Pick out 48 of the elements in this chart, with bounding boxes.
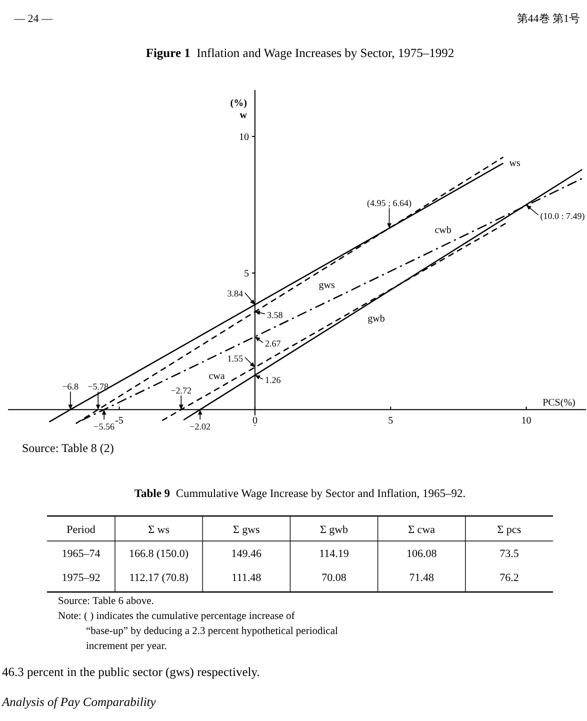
category-label: Σ gws — [232, 524, 260, 536]
annotation: −2.72 — [170, 386, 192, 396]
text: Analysis of Pay Comparability — [1, 695, 156, 709]
source-note: Source: Table 6 above. — [58, 596, 154, 607]
annotation: −6.8 — [62, 382, 80, 392]
text: 106.08 — [406, 548, 437, 560]
chart-title: Figure 1 Inflation and Wage Increases by Sector, 1975–1992 — [146, 46, 454, 60]
category-label: Period — [66, 524, 96, 536]
annotation: 1.26 — [264, 375, 282, 386]
series-label: gwb — [368, 313, 385, 324]
text: 114.19 — [319, 548, 349, 560]
category-label: Σ pcs — [497, 524, 522, 536]
text: 46.3 percent in the public sector (gws) respectively. — [2, 665, 260, 679]
category-label: 1965–74 — [62, 548, 100, 560]
series-label: cwa — [208, 370, 226, 382]
x-tick-label: 10 — [521, 416, 532, 427]
text: 第44巻 第1号 — [516, 13, 580, 25]
x-tick-label: 5 — [388, 416, 394, 427]
text: Table 9 Cummulative Wage Increase by Sector and Inflation, 1965–92. — [134, 488, 466, 500]
annotation: −5.56 — [94, 422, 115, 432]
category-label: Σ ws — [148, 524, 170, 536]
series-label: cwb — [434, 224, 452, 236]
text: 73.5 — [500, 548, 519, 560]
text: — 24 — — [13, 13, 54, 25]
annotation: (10.0 : 7.49) — [540, 211, 585, 222]
annotation: (4.95 ; 6.64) — [367, 198, 412, 208]
annotation: 1.55 — [227, 353, 244, 364]
category-label: Σ gwb — [320, 524, 349, 536]
text: 166.8 (150.0) — [129, 548, 189, 560]
y-axis-title: (%) w — [230, 98, 248, 121]
category-label: Σ cwa — [408, 524, 436, 536]
text: Note: ( ) indicates the cumulative percentage increase of “base-up” by deducing a 2.3 percent hypothetical periodical increment per year. — [58, 611, 338, 652]
x-axis-title: PCS(%) — [542, 398, 576, 409]
series-label: ws — [509, 158, 520, 170]
series-label: gws — [318, 280, 335, 291]
annotation: 3.84 — [227, 288, 244, 299]
text: 70.08 — [322, 572, 346, 584]
x-tick-label: -5 — [115, 416, 124, 427]
text: 111.48 — [232, 572, 262, 584]
category-label: 1975–92 — [62, 572, 100, 584]
text: 76.2 — [500, 572, 519, 584]
text: 71.48 — [409, 572, 434, 584]
annotation: 2.67 — [264, 338, 282, 349]
source-note: Source: Table 8 (2) — [22, 441, 114, 455]
annotation: 3.58 — [266, 310, 284, 320]
annotation: −2.02 — [190, 422, 211, 432]
text: 112.17 (70.8) — [129, 572, 188, 584]
text: 149.46 — [231, 548, 262, 560]
